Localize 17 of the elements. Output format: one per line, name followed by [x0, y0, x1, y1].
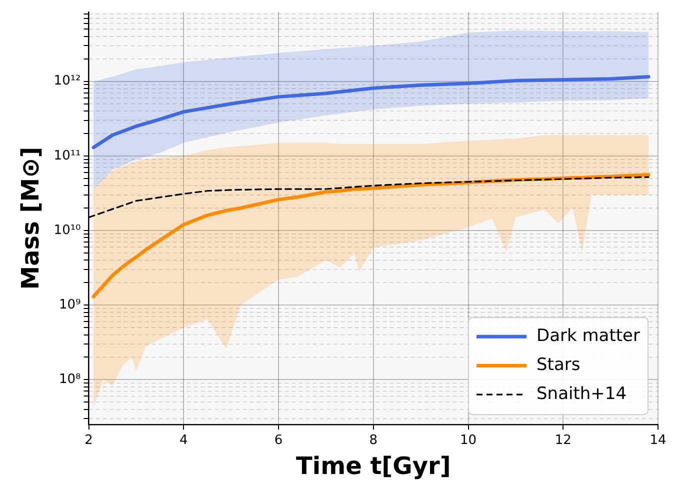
- x-tick-label: 10: [460, 432, 477, 448]
- y-tick-label: 10⁸: [59, 372, 81, 388]
- y-tick-label: 10¹¹: [54, 148, 81, 164]
- y-tick-label: 10⁹: [59, 297, 81, 312]
- x-tick-label: 8: [369, 432, 378, 448]
- x-tick-label: 6: [274, 432, 283, 448]
- x-tick-label: 14: [650, 432, 666, 448]
- x-axis-title: Time t[Gyr]: [296, 452, 451, 480]
- x-tick-label: 4: [179, 432, 188, 448]
- y-axis-title: Mass [M⊙]: [16, 146, 45, 290]
- legend-label: Dark matter: [536, 326, 640, 346]
- legend-label: Stars: [536, 355, 580, 376]
- legend-label: Snaith+14: [536, 384, 627, 404]
- x-tick-label: 12: [554, 432, 572, 448]
- y-tick-label: 10¹⁰: [54, 222, 81, 238]
- x-tick-label: 2: [84, 432, 93, 448]
- y-tick-label: 10¹²: [54, 74, 81, 89]
